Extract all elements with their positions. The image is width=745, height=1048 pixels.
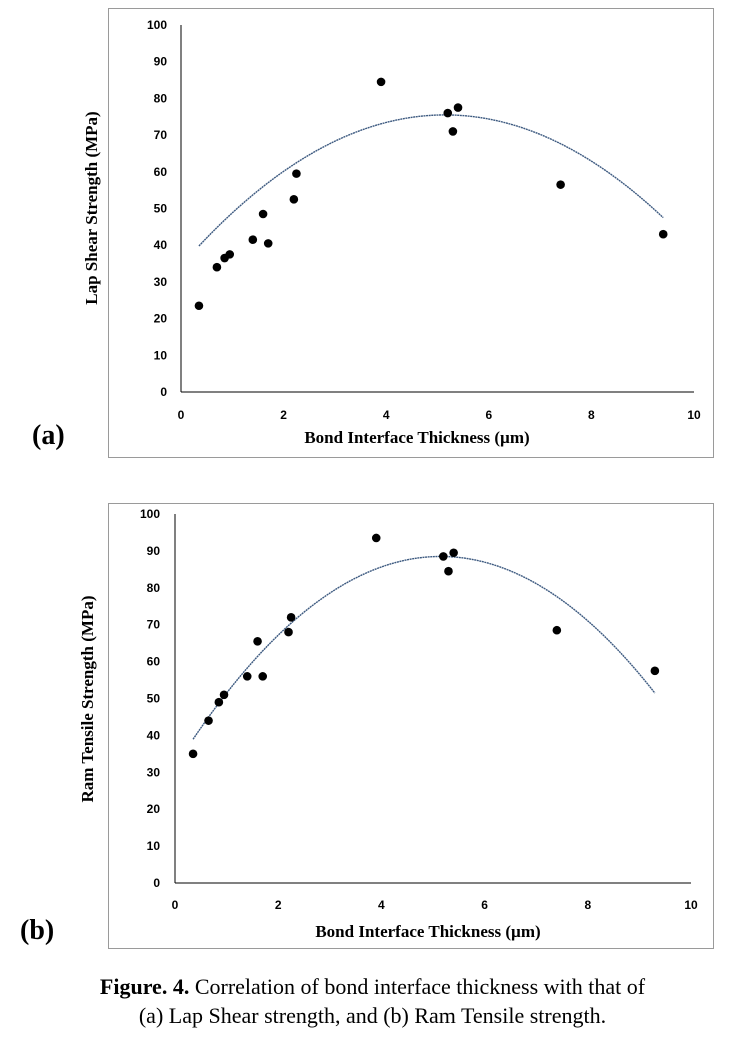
y-tick-label: 90 [147, 544, 161, 558]
y-tick-label: 70 [147, 618, 161, 632]
data-point [225, 250, 235, 259]
data-point [443, 108, 453, 118]
data-point [658, 229, 668, 239]
data-point [376, 77, 386, 87]
data-point [188, 749, 198, 759]
panel-label-a: (a) [32, 420, 65, 451]
x-tick-label: 6 [481, 898, 488, 912]
y-tick-label: 40 [154, 238, 168, 252]
y-tick-label: 50 [154, 202, 168, 216]
x-axis-title: Bond Interface Thickness (µm) [315, 922, 540, 941]
caption-text: Correlation of bond interface thickness … [189, 974, 646, 999]
data-point [248, 235, 258, 244]
chart-a: 0 10 20 30 40 50 60 70 80 90 100 0 2 4 6 8 10 Bond Interf… [82, 18, 701, 447]
data-point [204, 716, 213, 725]
caption-line-1: Figure. 4. Correlation of bond interface… [0, 972, 745, 1001]
y-tick-label: 100 [147, 18, 167, 32]
y-tick-label: 40 [147, 728, 161, 742]
data-point [214, 697, 224, 707]
x-tick-label: 6 [485, 408, 492, 422]
x-tick-label: 10 [684, 898, 698, 912]
trendline [192, 555, 656, 740]
y-tick-label: 10 [154, 348, 168, 362]
x-tick-label: 2 [275, 898, 282, 912]
data-point [289, 195, 299, 204]
chart-b: 0 10 20 30 40 50 60 70 80 90 100 0 2 4 6 8 10 Bond Interf… [78, 507, 698, 941]
y-tick-label: 10 [147, 839, 161, 853]
caption-prefix: Figure. 4. [99, 974, 190, 999]
data-point [449, 548, 458, 558]
y-tick-label: 100 [140, 507, 160, 521]
data-point [439, 552, 448, 561]
y-tick-label: 60 [147, 655, 161, 669]
y-tick-label: 0 [153, 876, 160, 890]
y-axis-title: Lap Shear Strength (MPa) [82, 111, 101, 304]
panel-label-b: (b) [20, 915, 55, 946]
data-point [650, 666, 660, 676]
chart-panel-b [108, 503, 714, 949]
data-point [194, 301, 204, 311]
x-tick-label: 4 [383, 408, 390, 422]
data-point [556, 180, 565, 189]
y-tick-label: 90 [154, 55, 168, 69]
data-point [453, 103, 463, 112]
x-axis-title: Bond Interface Thickness (µm) [304, 428, 529, 447]
data-point [212, 262, 222, 272]
x-tick-label: 2 [280, 408, 287, 422]
data-point [263, 239, 273, 248]
chart-panel-a [108, 8, 714, 458]
y-tick-label: 30 [154, 275, 168, 289]
data-point [292, 169, 301, 178]
y-tick-label: 30 [147, 765, 161, 779]
y-tick-label: 50 [147, 692, 161, 706]
y-tick-label: 0 [160, 385, 167, 399]
data-point [286, 613, 296, 622]
data-point [258, 672, 268, 681]
x-tick-label: 8 [584, 898, 591, 912]
x-tick-label: 10 [687, 408, 701, 422]
data-point [444, 566, 453, 576]
y-axis-title: Ram Tensile Strength (MPa) [78, 596, 97, 803]
figure-caption: Figure. 4. Correlation of bond interface… [0, 972, 745, 1030]
y-tick-label: 20 [147, 802, 161, 816]
y-tick-label: 60 [154, 165, 168, 179]
y-tick-label: 20 [154, 312, 168, 326]
data-point [219, 690, 229, 700]
data-point [552, 625, 562, 635]
data-point [448, 127, 458, 136]
x-tick-label: 4 [378, 898, 385, 912]
x-tick-label: 0 [172, 898, 179, 912]
data-point [242, 672, 252, 681]
data-point [258, 209, 268, 219]
y-tick-label: 80 [147, 581, 161, 595]
data-point [371, 533, 381, 543]
caption-line-2: (a) Lap Shear strength, and (b) Ram Tens… [138, 1003, 607, 1028]
x-tick-label: 8 [588, 408, 595, 422]
y-tick-label: 80 [154, 91, 168, 105]
y-tick-label: 70 [154, 128, 168, 142]
x-tick-label: 0 [178, 408, 185, 422]
trendline [198, 114, 664, 247]
data-point [253, 637, 262, 646]
data-point [284, 627, 293, 637]
